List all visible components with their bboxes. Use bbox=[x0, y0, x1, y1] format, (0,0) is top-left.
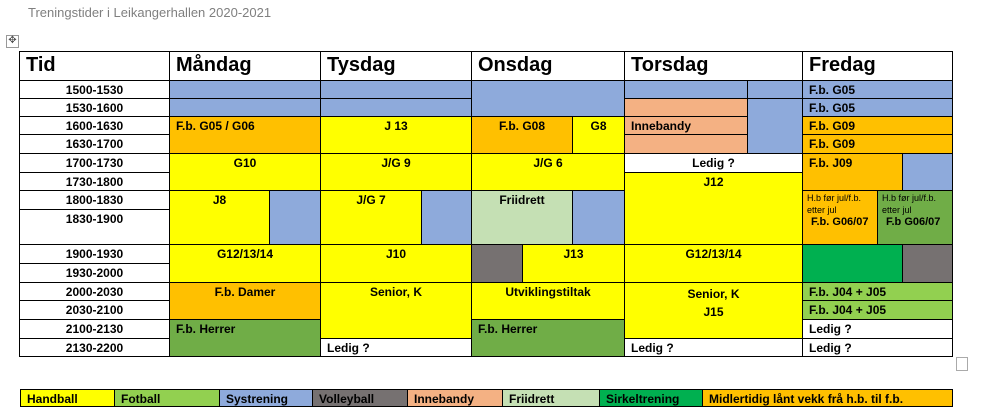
tuesday-systrening-1800 bbox=[421, 190, 472, 245]
thursday-systrening-1500 bbox=[624, 80, 748, 99]
header-thursday: Torsdag bbox=[624, 51, 803, 81]
thursday-systrening-1500-right bbox=[747, 80, 803, 99]
tuesday-j10: J10 bbox=[320, 244, 472, 283]
thursday-j12: J12 bbox=[624, 172, 803, 245]
time-cell: 1530-1600 bbox=[19, 98, 170, 117]
header-tuesday: Tysdag bbox=[320, 51, 472, 81]
thursday-innebandy-1530 bbox=[624, 98, 748, 117]
time-cell: 2030-2100 bbox=[19, 300, 170, 320]
time-cell: 2130-2200 bbox=[19, 338, 170, 357]
friday-fb-j09: F.b. J09 bbox=[802, 153, 903, 191]
table-move-handle-icon[interactable]: ✥ bbox=[6, 35, 19, 48]
thursday-ledig-2130: Ledig ? bbox=[624, 338, 803, 357]
header-wednesday: Onsdag bbox=[471, 51, 625, 81]
thursday-j15: J15 bbox=[703, 305, 724, 319]
thursday-senior-j15: Senior, K J15 bbox=[624, 282, 803, 339]
friday-ledig-2100: Ledig ? bbox=[802, 319, 953, 339]
thursday-g12-13-14: G12/13/14 bbox=[624, 244, 803, 283]
legend-innebandy: Innebandy bbox=[407, 389, 503, 407]
monday-systrening-1530 bbox=[169, 98, 321, 117]
wednesday-fb-herrer: F.b. Herrer bbox=[471, 319, 625, 357]
wednesday-g8: G8 bbox=[572, 116, 625, 154]
wednesday-volleyball bbox=[471, 244, 523, 283]
friday-sirkeltrening bbox=[802, 244, 903, 283]
thursday-ledig-1700: Ledig ? bbox=[624, 153, 803, 173]
wednesday-systrening bbox=[471, 80, 625, 117]
header-friday: Fredag bbox=[802, 51, 953, 81]
tuesday-j13: J 13 bbox=[320, 116, 472, 154]
header-tid: Tid bbox=[19, 51, 170, 81]
legend-volleyball: Volleyball bbox=[312, 389, 408, 407]
time-cell: 1630-1700 bbox=[19, 134, 170, 154]
time-cell: 2000-2030 bbox=[19, 282, 170, 301]
monday-systrening-1800 bbox=[269, 190, 321, 245]
monday-fb-damer: F.b. Damer bbox=[169, 282, 321, 320]
friday-fb-j04-j05-2000: F.b. J04 + J05 bbox=[802, 282, 953, 301]
time-cell: 1900-1930 bbox=[19, 244, 170, 264]
monday-j8: J8 bbox=[169, 190, 270, 245]
thursday-systrening-1530 bbox=[747, 98, 803, 154]
wednesday-j13: J13 bbox=[522, 244, 625, 283]
legend-friidrett: Friidrett bbox=[502, 389, 600, 407]
friday-volleyball bbox=[902, 244, 953, 283]
friday-hb-group: F.b. G06/07 bbox=[811, 216, 869, 228]
friday-hb-group: F.b G06/07 bbox=[886, 216, 941, 228]
header-monday: Måndag bbox=[169, 51, 321, 81]
wednesday-utviklingstiltak: Utviklingstiltak bbox=[471, 282, 625, 320]
legend-midlertidig: Midlertidig lånt vekk frå h.b. til f.b. bbox=[702, 389, 953, 407]
wednesday-jg6: J/G 6 bbox=[471, 153, 625, 191]
friday-hb-note: H.b før jul/f.b. etter jul bbox=[807, 193, 862, 215]
friday-fb-g05-1530: F.b. G05 bbox=[802, 98, 953, 117]
paragraph-end-marker bbox=[956, 357, 968, 371]
time-cell: 1930-2000 bbox=[19, 263, 170, 283]
monday-g10: G10 bbox=[169, 153, 321, 191]
thursday-senior-k: Senior, K bbox=[687, 287, 740, 301]
monday-systrening-1500 bbox=[169, 80, 321, 99]
friday-ledig-2130: Ledig ? bbox=[802, 338, 953, 357]
tuesday-systrening-1530 bbox=[320, 98, 472, 117]
time-cell: 1500-1530 bbox=[19, 80, 170, 99]
monday-fb-herrer: F.b. Herrer bbox=[169, 319, 321, 357]
friday-systrening-1700 bbox=[902, 153, 953, 191]
time-cell: 1700-1730 bbox=[19, 153, 170, 173]
wednesday-fb-g08: F.b. G08 bbox=[471, 116, 573, 154]
monday-g12-13-14: G12/13/14 bbox=[169, 244, 321, 283]
tuesday-systrening-1500 bbox=[320, 80, 472, 99]
time-cell: 2100-2130 bbox=[19, 319, 170, 339]
friday-fb-j04-j05-2030: F.b. J04 + J05 bbox=[802, 300, 953, 320]
legend-systrening: Systrening bbox=[219, 389, 313, 407]
tuesday-jg7: J/G 7 bbox=[320, 190, 422, 245]
friday-fb-g09-1600: F.b. G09 bbox=[802, 116, 953, 135]
friday-hb-fb-left: H.b før jul/f.b. etter jul F.b. G06/07 bbox=[802, 190, 878, 245]
friday-hb-fb-right: H.b før jul/f.b. etter jul F.b G06/07 bbox=[877, 190, 953, 245]
thursday-innebandy: Innebandy bbox=[624, 116, 748, 135]
monday-fb-g05-g06: F.b. G05 / G06 bbox=[169, 116, 321, 154]
wednesday-friidrett: Friidrett bbox=[471, 190, 573, 245]
time-cell: 1600-1630 bbox=[19, 116, 170, 135]
wednesday-systrening-1800 bbox=[572, 190, 625, 245]
tuesday-ledig: Ledig ? bbox=[320, 338, 472, 357]
legend-handball: Handball bbox=[20, 389, 115, 407]
legend-fotball: Fotball bbox=[114, 389, 220, 407]
friday-hb-note: H.b før jul/f.b. etter jul bbox=[882, 193, 937, 215]
tuesday-senior-k: Senior, K bbox=[320, 282, 472, 339]
thursday-innebandy-1630 bbox=[624, 134, 748, 154]
friday-fb-g05-1500: F.b. G05 bbox=[802, 80, 953, 99]
document-title: Treningstider i Leikangerhallen 2020-202… bbox=[28, 5, 272, 20]
time-cell: 1830-1900 bbox=[19, 209, 170, 245]
time-cell: 1730-1800 bbox=[19, 172, 170, 191]
tuesday-jg9: J/G 9 bbox=[320, 153, 472, 191]
legend-sirkeltrening: Sirkeltrening bbox=[599, 389, 703, 407]
time-cell: 1800-1830 bbox=[19, 190, 170, 210]
friday-fb-g09-1630: F.b. G09 bbox=[802, 134, 953, 154]
